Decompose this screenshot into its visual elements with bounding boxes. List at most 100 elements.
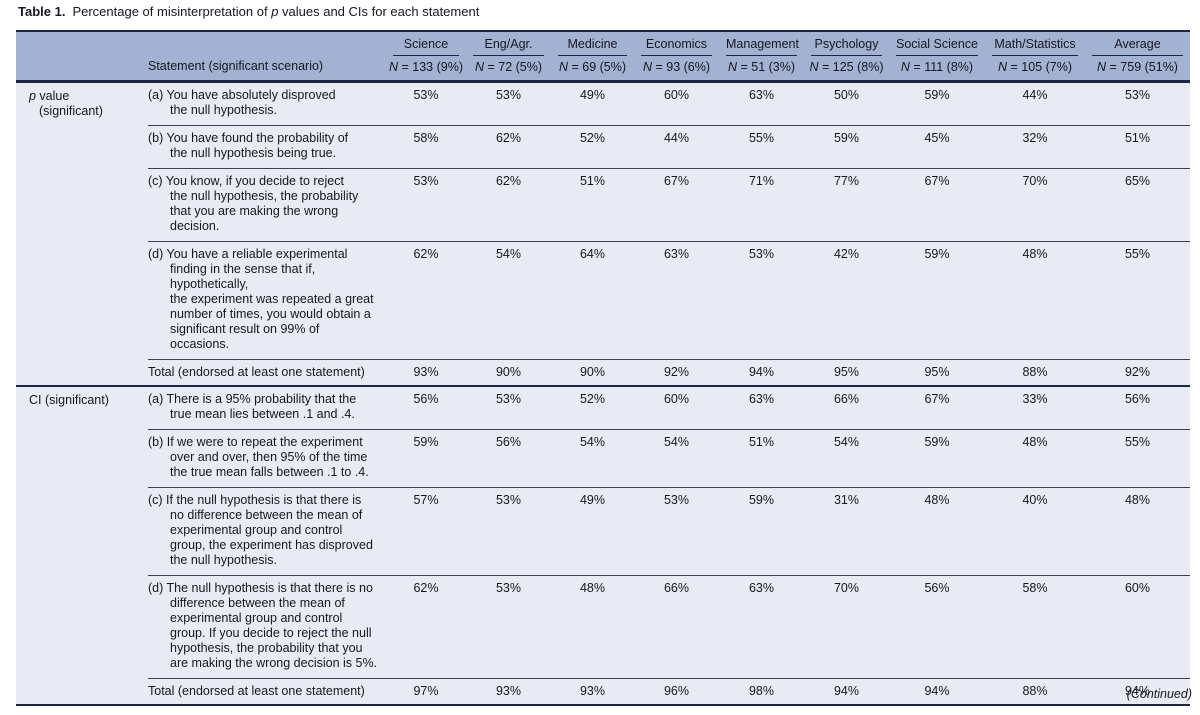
value-cell: 59% — [833, 131, 860, 145]
value-cell: 66% — [833, 392, 860, 406]
column-name: Math/Statistics — [992, 37, 1078, 56]
column-n-count: N = 111 (8%) — [900, 60, 974, 74]
n-symbol: N — [642, 60, 652, 74]
value-cell: 95% — [833, 365, 860, 379]
column-n-count: N = 105 (7%) — [998, 60, 1072, 74]
statement-cell: (a) You have absolutely disproved the nu… — [148, 88, 336, 117]
statement-cell: (d) You have a reliable experimental fin… — [148, 247, 374, 351]
value-cell: 71% — [748, 174, 775, 188]
column-name: Science — [393, 37, 459, 56]
value-cell: 55% — [1124, 435, 1151, 449]
value-cell: 67% — [924, 174, 950, 188]
value-cell: 42% — [833, 247, 860, 261]
table-row: CI (significant) (a) There is a 95% proba… — [16, 387, 1190, 430]
value-cell: 59% — [924, 435, 950, 449]
column-n-count: N = 125 (8%) — [809, 60, 884, 74]
column-header: Management N = 51 (3%) — [719, 32, 804, 80]
value-cell: 66% — [663, 581, 690, 595]
table-row: (d) The null hypothesis is that there is… — [16, 576, 1190, 679]
value-cell: 63% — [748, 88, 775, 102]
value-cell: 48% — [1124, 493, 1151, 507]
value-cell: 53% — [663, 493, 690, 507]
table-title: Table 1. Percentage of misinterpretation … — [18, 4, 479, 19]
column-header: Math/Statistics N = 105 (7%) — [985, 32, 1085, 80]
column-n-count: N = 69 (5%) — [558, 60, 627, 74]
n-symbol: N — [389, 60, 399, 74]
section-label-line2: (significant) — [39, 104, 103, 118]
table-header-row: Statement (significant scenario) Science… — [16, 30, 1190, 83]
row-content: Total (endorsed at least one statement) 9… — [148, 679, 1190, 704]
column-n-count: N = 759 (51%) — [1097, 60, 1178, 74]
table-number: Table 1. — [18, 4, 66, 19]
value-cell: 53% — [748, 247, 775, 261]
value-cell: 55% — [1124, 247, 1151, 261]
value-cell: 48% — [924, 493, 950, 507]
value-cell: 53% — [495, 392, 522, 406]
statement-cell: (d) The null hypothesis is that there is… — [148, 581, 378, 670]
section-label: p value (significant) — [16, 83, 148, 126]
row-content: (c) You know, if you decide to reject th… — [148, 169, 1190, 242]
row-content: (b) If we were to repeat the experiment … — [148, 430, 1190, 488]
section-label: CI (significant) — [29, 393, 109, 407]
value-cell: 90% — [579, 365, 606, 379]
value-cell: 88% — [1022, 365, 1048, 379]
value-cell: 94% — [833, 684, 860, 698]
row-content: Total (endorsed at least one statement) 9… — [148, 360, 1190, 385]
value-cell: 53% — [495, 493, 522, 507]
statement-cell: Total (endorsed at least one statement) — [148, 365, 365, 379]
value-cell: 48% — [1022, 247, 1048, 261]
value-cell: 51% — [1124, 131, 1151, 145]
value-cell: 62% — [413, 247, 439, 261]
value-cell: 49% — [579, 493, 606, 507]
value-cell: 48% — [579, 581, 606, 595]
value-cell: 63% — [748, 581, 775, 595]
value-cell: 54% — [495, 247, 522, 261]
row-content: (a) You have absolutely disproved the nu… — [148, 83, 1190, 126]
table-row: (b) If we were to repeat the experiment … — [16, 430, 1190, 488]
data-table: Statement (significant scenario) Science… — [16, 30, 1190, 706]
row-content: (d) The null hypothesis is that there is… — [148, 576, 1190, 679]
column-n-count: N = 72 (5%) — [474, 60, 543, 74]
section-label — [16, 169, 148, 242]
n-symbol: N — [998, 60, 1008, 74]
value-cell: 58% — [1022, 581, 1048, 595]
statement-column-header: Statement (significant scenario) — [148, 59, 324, 73]
value-cell: 62% — [495, 174, 522, 188]
value-cell: 70% — [1022, 174, 1048, 188]
statement-cell: (a) There is a 95% probability that the … — [148, 392, 357, 421]
value-cell: 63% — [663, 247, 690, 261]
value-cell: 64% — [579, 247, 606, 261]
value-cell: 54% — [579, 435, 606, 449]
value-cell: 49% — [579, 88, 606, 102]
table-section: p value (significant) (a) You have absolut… — [16, 83, 1190, 387]
value-cell: 56% — [924, 581, 950, 595]
title-italic-p: p — [271, 4, 279, 19]
statement-cell: (b) You have found the probability of th… — [148, 131, 349, 160]
value-cell: 92% — [663, 365, 690, 379]
value-cell: 51% — [748, 435, 775, 449]
value-cell: 62% — [413, 581, 439, 595]
value-cell: 33% — [1022, 392, 1048, 406]
row-content: (a) There is a 95% probability that the … — [148, 387, 1190, 430]
n-symbol: N — [1097, 60, 1107, 74]
section-label — [16, 430, 148, 488]
table-row: (d) You have a reliable experimental fin… — [16, 242, 1190, 360]
section-label-italic: p — [29, 89, 36, 103]
column-header: Medicine N = 69 (5%) — [551, 32, 634, 80]
column-name: Average — [1092, 37, 1183, 56]
value-cell: 53% — [413, 174, 439, 188]
value-cell: 94% — [1124, 684, 1151, 698]
row-content: (c) If the null hypothesis is that there… — [148, 488, 1190, 576]
section-label — [16, 242, 148, 360]
section-label — [16, 576, 148, 679]
section-label — [16, 679, 148, 704]
value-cell: 45% — [924, 131, 950, 145]
value-cell: 92% — [1124, 365, 1151, 379]
column-name: Management — [726, 37, 799, 56]
value-cell: 44% — [663, 131, 690, 145]
value-cell: 56% — [495, 435, 522, 449]
value-cell: 53% — [1124, 88, 1151, 102]
column-n-count: N = 51 (3%) — [727, 60, 796, 74]
value-cell: 62% — [495, 131, 522, 145]
